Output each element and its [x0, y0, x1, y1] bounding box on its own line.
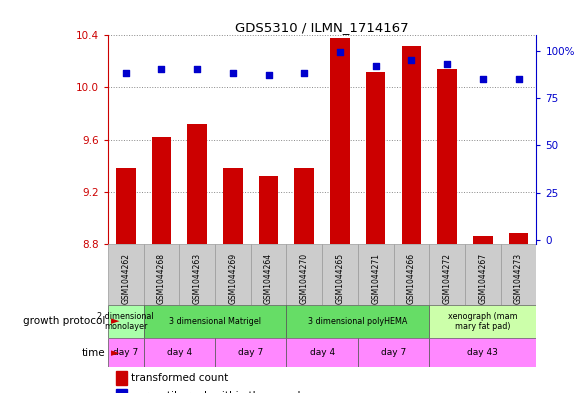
Bar	[215, 338, 286, 367]
Bar	[117, 371, 127, 385]
Text: GSM1044271: GSM1044271	[371, 253, 380, 304]
Point	[264, 72, 273, 78]
Text: ►: ►	[111, 348, 120, 358]
Bar	[152, 137, 171, 244]
Bar	[251, 244, 286, 305]
Bar	[294, 168, 314, 244]
Bar	[429, 338, 536, 367]
Title: GDS5310 / ILMN_1714167: GDS5310 / ILMN_1714167	[236, 21, 409, 34]
Text: GSM1044272: GSM1044272	[442, 253, 452, 304]
Text: GSM1044266: GSM1044266	[407, 253, 416, 304]
Bar	[473, 236, 493, 244]
Text: growth protocol: growth protocol	[23, 316, 105, 326]
Bar	[143, 338, 215, 367]
Point	[228, 70, 237, 76]
Bar	[180, 244, 215, 305]
Point	[335, 49, 345, 55]
Bar	[259, 176, 278, 244]
Bar	[286, 244, 322, 305]
Bar	[108, 244, 143, 305]
Text: GSM1044267: GSM1044267	[478, 253, 487, 304]
Point	[300, 70, 309, 76]
Bar	[143, 305, 286, 338]
Point	[192, 66, 202, 73]
Bar	[358, 338, 429, 367]
Bar	[108, 338, 143, 367]
Text: time: time	[81, 348, 105, 358]
Point	[514, 76, 523, 82]
Bar	[358, 244, 394, 305]
Text: xenograph (mam
mary fat pad): xenograph (mam mary fat pad)	[448, 312, 518, 331]
Bar	[509, 233, 528, 244]
Bar	[394, 244, 429, 305]
Text: GSM1044268: GSM1044268	[157, 253, 166, 304]
Bar	[117, 389, 127, 393]
Text: day 7: day 7	[381, 348, 406, 357]
Bar	[322, 244, 358, 305]
Bar	[286, 305, 429, 338]
Bar	[465, 244, 501, 305]
Text: day 43: day 43	[468, 348, 498, 357]
Bar	[437, 69, 457, 244]
Bar	[223, 168, 243, 244]
Bar	[330, 38, 350, 244]
Bar	[286, 338, 358, 367]
Text: day 4: day 4	[310, 348, 335, 357]
Text: day 7: day 7	[238, 348, 264, 357]
Bar	[108, 305, 143, 338]
Text: 2 dimensional
monolayer: 2 dimensional monolayer	[97, 312, 154, 331]
Bar	[187, 124, 207, 244]
Bar	[429, 244, 465, 305]
Point	[157, 66, 166, 73]
Text: transformed count: transformed count	[131, 373, 228, 384]
Text: GSM1044265: GSM1044265	[335, 253, 345, 304]
Text: GSM1044262: GSM1044262	[121, 253, 130, 304]
Bar	[143, 244, 180, 305]
Point	[407, 57, 416, 63]
Bar	[501, 244, 536, 305]
Text: 3 dimensional polyHEMA: 3 dimensional polyHEMA	[308, 317, 408, 326]
Text: GSM1044263: GSM1044263	[192, 253, 202, 304]
Bar	[429, 305, 536, 338]
Bar	[402, 46, 421, 244]
Bar	[116, 168, 135, 244]
Bar	[215, 244, 251, 305]
Text: day 4: day 4	[167, 348, 192, 357]
Point	[442, 61, 452, 67]
Text: day 7: day 7	[113, 348, 138, 357]
Text: GSM1044270: GSM1044270	[300, 253, 309, 304]
Text: GSM1044269: GSM1044269	[229, 253, 237, 304]
Bar	[366, 72, 385, 244]
Text: 3 dimensional Matrigel: 3 dimensional Matrigel	[169, 317, 261, 326]
Text: ►: ►	[111, 316, 120, 326]
Point	[121, 70, 131, 76]
Text: GSM1044273: GSM1044273	[514, 253, 523, 304]
Text: percentile rank within the sample: percentile rank within the sample	[131, 391, 307, 393]
Text: GSM1044264: GSM1044264	[264, 253, 273, 304]
Point	[478, 76, 487, 82]
Point	[371, 62, 380, 69]
